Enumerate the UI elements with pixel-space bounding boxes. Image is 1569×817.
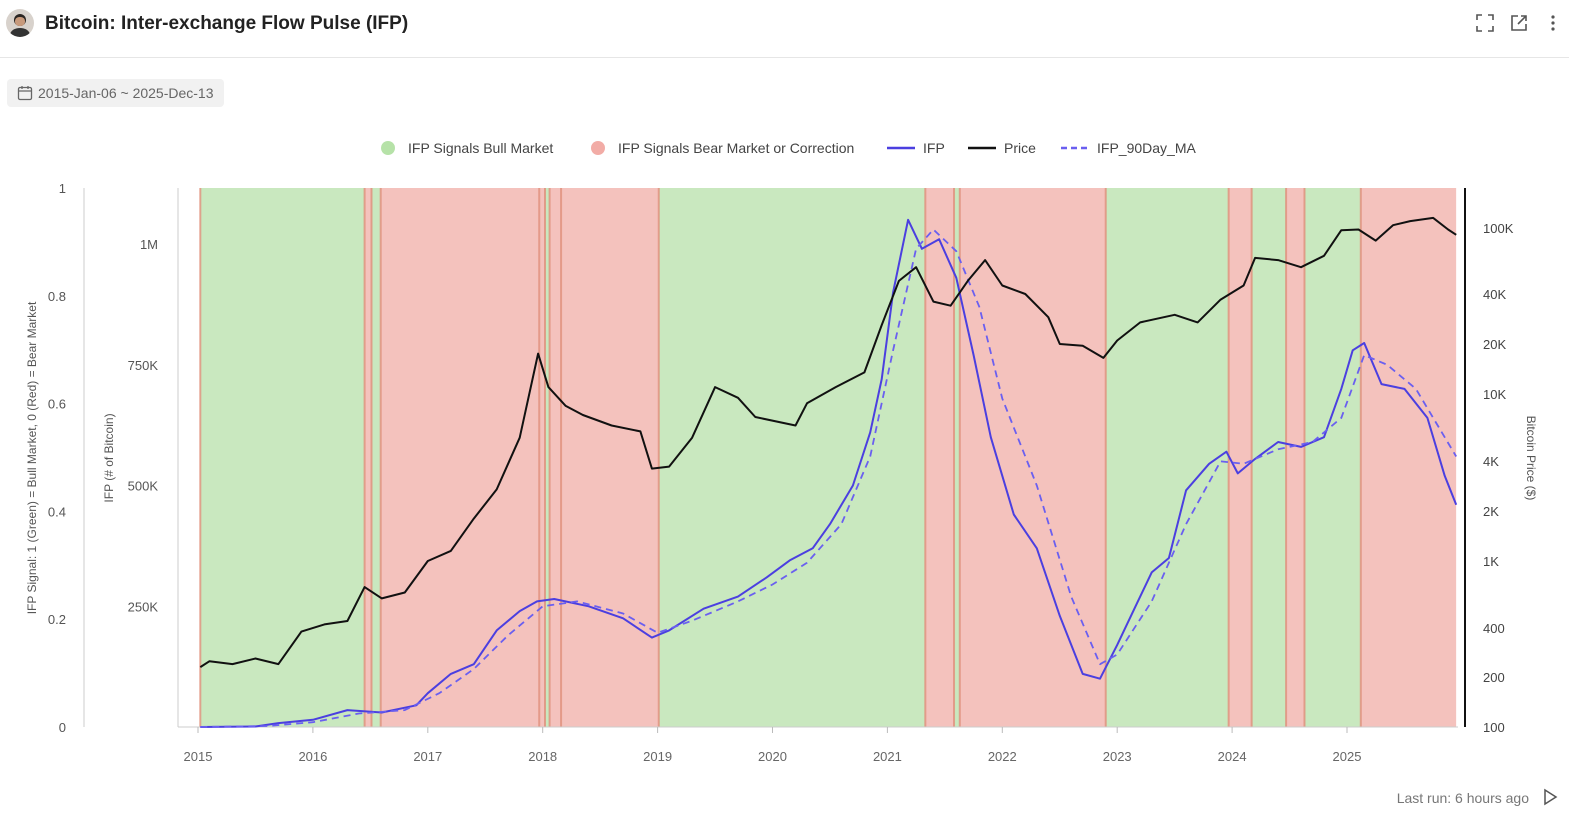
legend-item: IFP_90Day_MA xyxy=(1061,140,1196,156)
ifp-tick-label: 1M xyxy=(140,237,158,252)
legend-item: IFP Signals Bear Market or Correction xyxy=(591,140,854,156)
price-tick-label: 1K xyxy=(1483,554,1499,569)
legend-swatch xyxy=(381,141,395,155)
price-tick-label: 40K xyxy=(1483,287,1506,302)
expand-icon[interactable] xyxy=(1474,12,1496,34)
bear-band xyxy=(959,188,1106,727)
x-tick-label: 2024 xyxy=(1218,749,1247,764)
legend-swatch xyxy=(591,141,605,155)
x-tick-label: 2019 xyxy=(643,749,672,764)
x-tick-label: 2025 xyxy=(1333,749,1362,764)
x-tick-label: 2018 xyxy=(528,749,557,764)
bull-band xyxy=(1304,188,1361,727)
series-ifp xyxy=(200,218,1458,728)
signal-tick-label: 0.8 xyxy=(48,289,66,304)
x-tick-label: 2020 xyxy=(758,749,787,764)
last-run-text: Last run: 6 hours ago xyxy=(1396,790,1529,806)
avatar xyxy=(6,9,34,37)
legend-item: IFP Signals Bull Market xyxy=(381,140,553,156)
calendar-icon xyxy=(17,86,33,101)
price-tick-label: 4K xyxy=(1483,454,1499,469)
ifp-axis-label: IFP (# of Bitcoin) xyxy=(102,413,116,502)
bull-band xyxy=(658,188,926,727)
header-bar: Bitcoin: Inter-exchange Flow Pulse (IFP) xyxy=(0,0,1569,58)
legend-label: IFP Signals Bear Market or Correction xyxy=(618,140,854,156)
bear-band xyxy=(561,188,659,727)
x-tick-label: 2017 xyxy=(413,749,442,764)
bear-band xyxy=(1228,188,1252,727)
more-vertical-icon[interactable] xyxy=(1542,12,1564,34)
bear-band xyxy=(1286,188,1305,727)
signal-tick-label: 0 xyxy=(59,720,66,735)
bull-band xyxy=(1105,188,1229,727)
legend: IFP Signals Bull Market IFP Signals Bear … xyxy=(381,140,1196,156)
chart: IFP Signals Bull Market IFP Signals Bear … xyxy=(25,140,1538,764)
legend-label: Price xyxy=(1004,140,1036,156)
series-price xyxy=(199,216,1457,668)
price-tick-label: 2K xyxy=(1483,504,1499,519)
price-tick-label: 100K xyxy=(1483,221,1514,236)
bull-band xyxy=(200,188,365,727)
price-tick-label: 200 xyxy=(1483,670,1505,685)
legend-label: IFP Signals Bull Market xyxy=(408,140,553,156)
price-tick-label: 10K xyxy=(1483,387,1506,402)
signal-tick-label: 0.2 xyxy=(48,612,66,627)
signal-tick-label: 0.6 xyxy=(48,397,66,412)
legend-item: IFP xyxy=(887,140,945,156)
bear-band xyxy=(549,188,562,727)
legend-label: IFP_90Day_MA xyxy=(1097,140,1196,156)
bear-band xyxy=(925,188,955,727)
x-tick-label: 2016 xyxy=(298,749,327,764)
signal-tick-label: 0.4 xyxy=(48,504,66,519)
legend-item: Price xyxy=(968,140,1036,156)
x-tick-label: 2021 xyxy=(873,749,902,764)
series-lines xyxy=(199,216,1458,728)
bull-band xyxy=(544,188,550,727)
price-tick-label: 400 xyxy=(1483,621,1505,636)
bear-band xyxy=(539,188,545,727)
open-external-icon[interactable] xyxy=(1508,12,1530,34)
bull-band xyxy=(954,188,960,727)
legend-label: IFP xyxy=(923,140,945,156)
ifp-tick-label: 500K xyxy=(128,479,159,494)
x-tick-label: 2022 xyxy=(988,749,1017,764)
axes: 0 0.2 0.4 0.6 0.8 1 IFP Signal: 1 (Green) = Bu… xyxy=(25,181,1538,764)
signal-axis-label: IFP Signal: 1 (Green) = Bull Market, 0 (… xyxy=(25,301,39,614)
regime-bands xyxy=(199,188,1457,727)
bear-band xyxy=(1360,188,1457,727)
date-range-label: 2015-Jan-06 ~ 2025-Dec-13 xyxy=(38,85,214,101)
x-tick-label: 2015 xyxy=(184,749,213,764)
page-title: Bitcoin: Inter-exchange Flow Pulse (IFP) xyxy=(45,13,409,34)
ifp-tick-label: 750K xyxy=(128,358,159,373)
price-axis-label: Bitcoin Price ($) xyxy=(1524,416,1538,501)
price-tick-label: 100 xyxy=(1483,720,1505,735)
x-tick-label: 2023 xyxy=(1103,749,1132,764)
ifp-tick-label: 250K xyxy=(128,599,159,614)
bear-band xyxy=(380,188,540,727)
series-ifp-90day-ma xyxy=(200,228,1457,728)
bear-band xyxy=(364,188,372,727)
price-tick-label: 20K xyxy=(1483,337,1506,352)
bull-band xyxy=(371,188,381,727)
run-icon[interactable] xyxy=(1541,788,1559,811)
date-range-button[interactable]: 2015-Jan-06 ~ 2025-Dec-13 xyxy=(7,79,224,107)
signal-tick-label: 1 xyxy=(59,181,66,196)
